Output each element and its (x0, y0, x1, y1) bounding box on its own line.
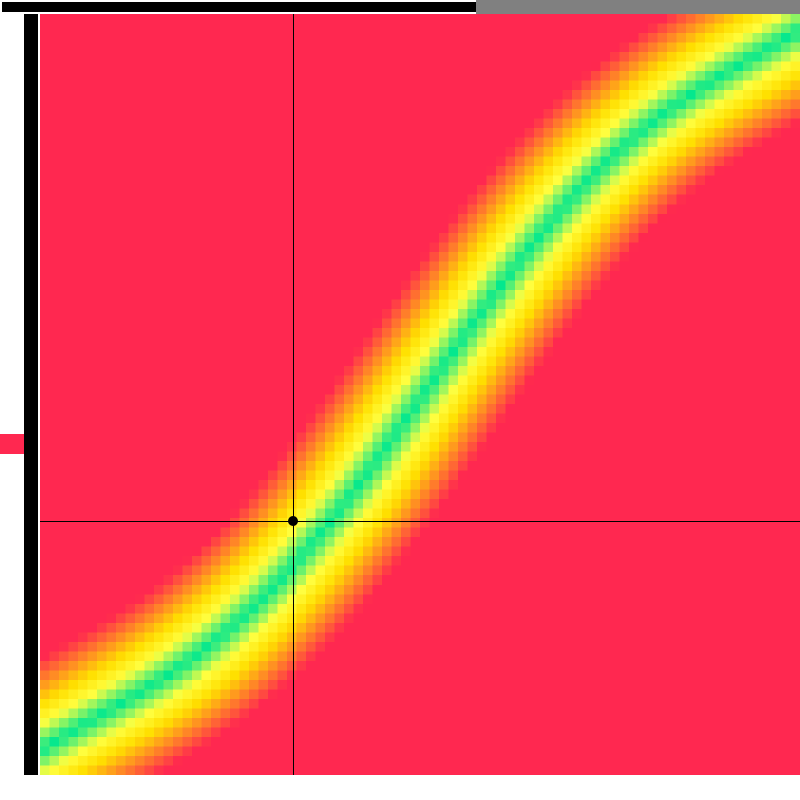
left-red-tick (0, 434, 24, 454)
top-gray-bar (476, 0, 800, 14)
origin-marker (288, 516, 298, 526)
y-axis-line (293, 14, 294, 775)
x-axis-line (40, 521, 800, 522)
left-black-bar (24, 14, 38, 775)
heatmap-canvas (40, 14, 800, 775)
density-plot (0, 0, 800, 800)
top-black-bar (2, 2, 476, 12)
